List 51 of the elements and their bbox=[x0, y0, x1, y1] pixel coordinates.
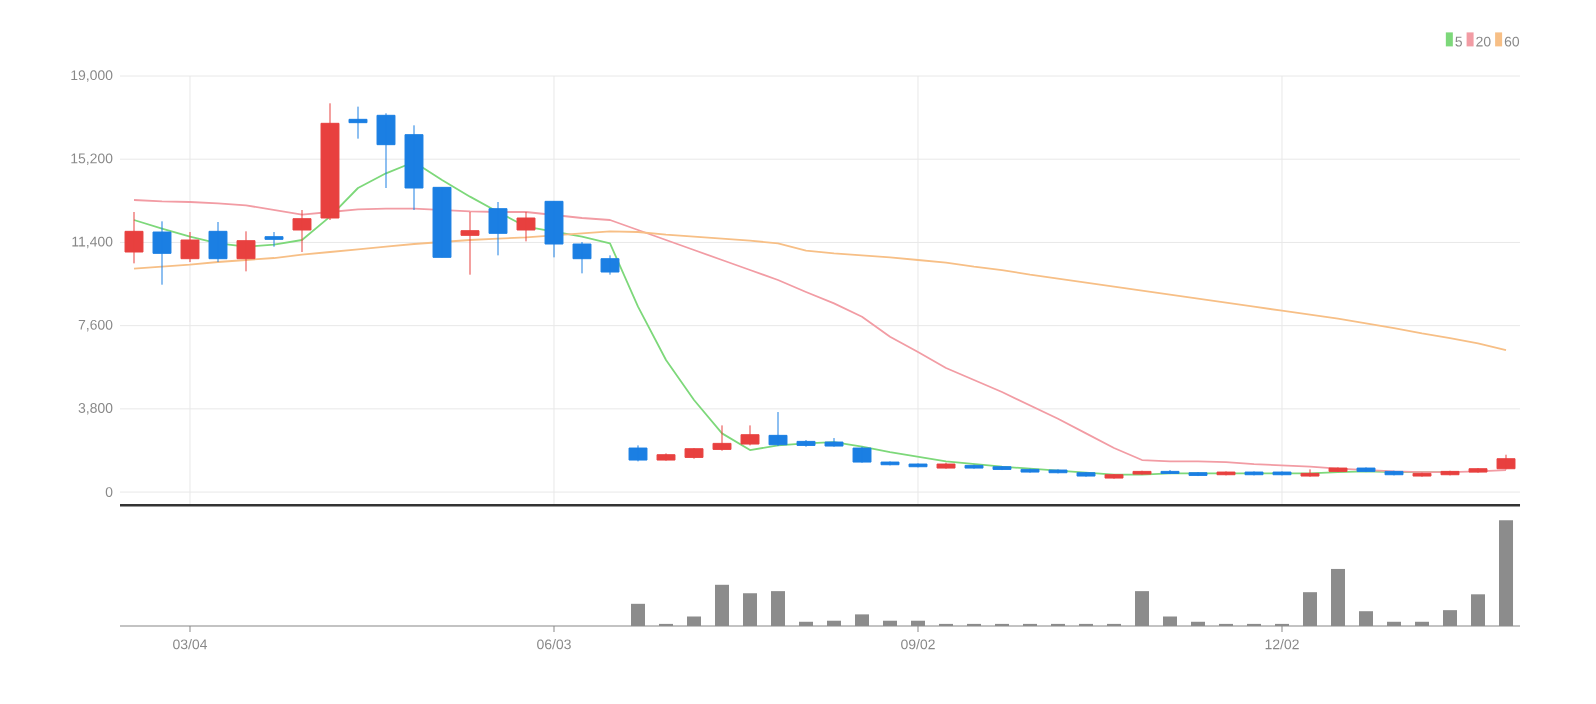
candlestick bbox=[1300, 468, 1320, 478]
candlestick bbox=[796, 439, 816, 448]
candlestick bbox=[712, 424, 732, 452]
candlestick bbox=[460, 211, 480, 276]
candlestick bbox=[1132, 470, 1152, 476]
candlestick bbox=[208, 221, 228, 263]
candlestick bbox=[824, 437, 844, 448]
candlestick bbox=[236, 230, 256, 272]
candlestick bbox=[544, 200, 564, 258]
candlestick bbox=[1244, 470, 1264, 476]
candlestick bbox=[936, 462, 956, 470]
candlestick bbox=[880, 460, 900, 466]
candlestick bbox=[1076, 471, 1096, 478]
candlestick bbox=[488, 201, 508, 256]
candlestick bbox=[908, 462, 928, 468]
candlestick bbox=[292, 209, 312, 253]
candlestick bbox=[964, 464, 984, 470]
candlestick bbox=[320, 102, 340, 221]
candlestick bbox=[404, 124, 424, 211]
candlestick bbox=[656, 452, 676, 462]
candlestick bbox=[1188, 471, 1208, 477]
candlestick bbox=[1104, 473, 1124, 480]
candlestick bbox=[1468, 467, 1488, 474]
candlestick bbox=[600, 254, 620, 276]
candlestick bbox=[432, 186, 452, 258]
candlestick bbox=[1328, 466, 1348, 473]
candlestick bbox=[1160, 469, 1180, 475]
candlestick bbox=[684, 447, 704, 460]
line-series bbox=[133, 230, 1507, 351]
candlestick bbox=[348, 106, 368, 140]
candlestick bbox=[1020, 468, 1040, 474]
candlestick bbox=[572, 241, 592, 274]
candlestick bbox=[152, 220, 172, 286]
candlestick bbox=[1272, 470, 1292, 476]
candlestick bbox=[740, 424, 760, 446]
candlestick bbox=[1412, 472, 1432, 478]
candlestick bbox=[180, 231, 200, 263]
candlestick bbox=[768, 411, 788, 447]
candlestick bbox=[516, 211, 536, 242]
candlestick bbox=[1048, 468, 1068, 474]
candlestick bbox=[1216, 470, 1236, 476]
candlestick bbox=[992, 465, 1012, 471]
candlestick bbox=[376, 112, 396, 189]
candlestick bbox=[1496, 454, 1516, 470]
candlestick bbox=[628, 444, 648, 462]
candlestick bbox=[1356, 466, 1376, 473]
candlestick bbox=[852, 446, 872, 464]
candlestick bbox=[1384, 470, 1404, 476]
candlestick bbox=[264, 231, 284, 248]
candlestick bbox=[124, 211, 144, 264]
candlestick bbox=[1440, 470, 1460, 476]
